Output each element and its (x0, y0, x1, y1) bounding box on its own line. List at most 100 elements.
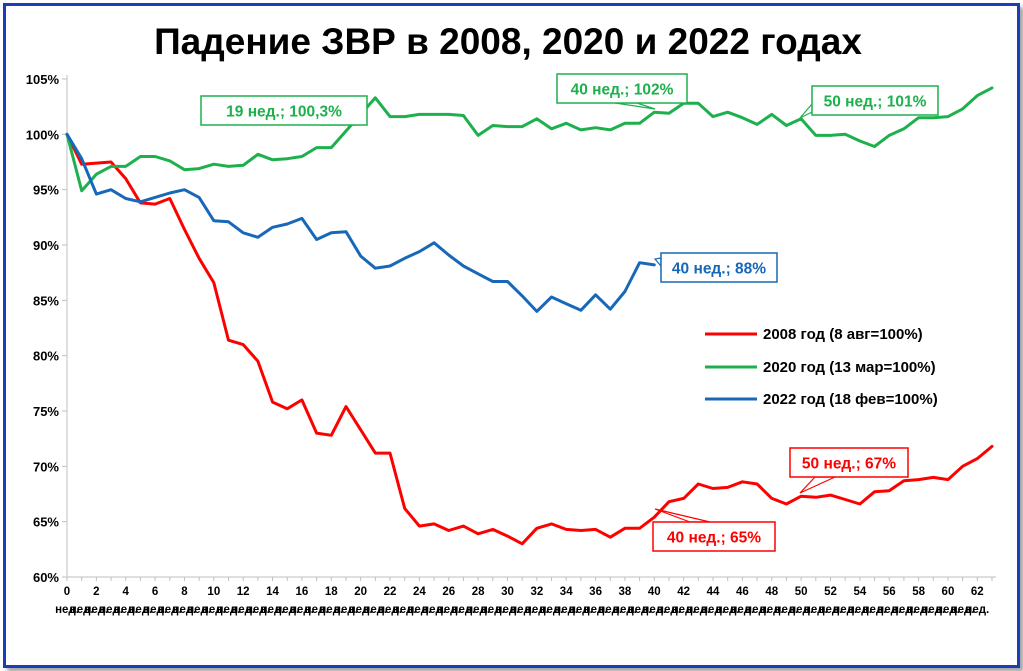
x-unit-label: нед. (892, 604, 916, 616)
x-unit-label: нед. (730, 604, 754, 616)
annotation-callout: 19 нед.; 100,3% (200, 95, 368, 126)
x-unit-label: нед. (114, 604, 138, 616)
x-unit-label: нед. (716, 604, 740, 616)
annotation-pointer (614, 102, 656, 110)
series-lines (65, 86, 994, 546)
x-unit-label: нед. (510, 604, 534, 616)
annotation-label: 40 нед.; 88% (672, 261, 766, 278)
annotation-box (660, 252, 778, 283)
x-unit-label: нед. (525, 604, 549, 616)
x-unit-label: нед. (290, 604, 314, 616)
x-tick-label: 6 (152, 586, 158, 598)
x-unit-label: нед. (481, 604, 505, 616)
legend: 2008 год (8 авг=100%) 2020 год (13 мар=10… (705, 326, 938, 408)
x-unit-label: нед. (672, 604, 696, 616)
annotation-callout: 50 нед.; 101% (799, 85, 939, 119)
series-line-2 (65, 132, 656, 313)
x-unit-label: нед. (848, 604, 872, 616)
x-tick-label: 44 (707, 586, 720, 598)
x-tick-label: 58 (912, 586, 925, 598)
x-unit-label: нед. (246, 604, 270, 616)
x-tick-label: 4 (123, 586, 130, 598)
x-unit-label: нед. (936, 604, 960, 616)
y-tick-label: 90% (33, 238, 59, 253)
y-tick-label: 100% (26, 127, 60, 142)
x-tick-label: 26 (442, 586, 455, 598)
x-unit-label: нед. (598, 604, 622, 616)
x-unit-label: нед. (804, 604, 828, 616)
x-unit-label: нед. (951, 604, 975, 616)
x-unit-label: нед. (305, 604, 329, 616)
annotation-callout: 40 нед.; 65% (652, 508, 776, 552)
x-unit-label: нед. (275, 604, 299, 616)
annotation-label: 19 нед.; 100,3% (226, 104, 342, 121)
annotation-label: 50 нед.; 101% (824, 94, 927, 111)
x-unit-label: нед. (569, 604, 593, 616)
annotation-label: 50 нед.; 67% (802, 456, 896, 473)
annotation-callout: 50 нед.; 67% (789, 447, 909, 494)
annotations: 19 нед.; 100,3% 40 нед.; 102% 50 нед.; 101… (200, 73, 939, 552)
x-tick-label: 42 (677, 586, 690, 598)
x-unit-label: нед. (584, 604, 608, 616)
y-tick-label: 105% (26, 72, 60, 87)
x-unit-label: нед. (84, 604, 108, 616)
x-tick-label: 20 (354, 586, 367, 598)
x-unit-label: нед. (863, 604, 887, 616)
x-unit-label: нед. (540, 604, 564, 616)
x-tick-label: 32 (530, 586, 543, 598)
x-unit-label: нед. (393, 604, 417, 616)
x-unit-label: нед. (554, 604, 578, 616)
x-unit-label: нед. (128, 604, 152, 616)
x-unit-label: нед. (319, 604, 343, 616)
x-tick-label: 30 (501, 586, 514, 598)
y-tick-label: 65% (33, 515, 59, 530)
x-unit-label: нед. (422, 604, 446, 616)
x-unit-label: нед. (789, 604, 813, 616)
x-unit-label: нед. (173, 604, 197, 616)
x-tick-label: 18 (325, 586, 338, 598)
x-unit-label: нед. (99, 604, 123, 616)
x-unit-label: нед. (158, 604, 182, 616)
annotation-box (811, 85, 939, 116)
annotation-box (200, 95, 368, 126)
x-tick-label: 46 (736, 586, 749, 598)
x-unit-label: нед. (217, 604, 241, 616)
x-tick-label: 48 (765, 586, 778, 598)
x-tick-label: 0 (64, 586, 70, 598)
x-tick-label: 12 (237, 586, 250, 598)
x-unit-label: нед. (760, 604, 784, 616)
legend-label-0: 2008 год (8 авг=100%) (763, 326, 923, 343)
x-unit-label: нед. (833, 604, 857, 616)
x-unit-label: нед. (877, 604, 901, 616)
x-unit-label: нед. (334, 604, 358, 616)
x-tick-label: 10 (207, 586, 220, 598)
axes: 105%100%95%90%85%80%75%70%65%60%0 2 4 6 8 10 1… (26, 72, 996, 616)
x-tick-label: 2 (93, 586, 99, 598)
annotation-box (556, 73, 688, 104)
x-unit-label: нед. (202, 604, 226, 616)
x-unit-label: нед. (407, 604, 431, 616)
y-tick-label: 85% (33, 293, 59, 308)
y-tick-label: 80% (33, 349, 59, 364)
x-unit-label: нед. (657, 604, 681, 616)
chart-title: Падение ЗВР в 2008, 2020 и 2022 годах (154, 21, 862, 62)
legend-label-2: 2022 год (18 фев=100%) (763, 391, 938, 408)
x-unit-label: нед. (642, 604, 666, 616)
x-unit-label: нед. (349, 604, 373, 616)
x-unit-label: нед. (261, 604, 285, 616)
x-tick-label: 60 (942, 586, 955, 598)
annotation-pointer (653, 257, 662, 268)
x-tick-label: 50 (795, 586, 808, 598)
x-unit-label: нед. (496, 604, 520, 616)
series-line-0 (65, 132, 994, 546)
x-tick-label: 54 (853, 586, 866, 598)
x-tick-label: 24 (413, 586, 426, 598)
legend-label-1: 2020 год (13 мар=100%) (763, 359, 936, 376)
x-unit-label: нед. (452, 604, 476, 616)
y-tick-label: 75% (33, 404, 59, 419)
x-unit-label: нед. (55, 604, 79, 616)
x-unit-label: нед. (613, 604, 637, 616)
x-unit-label: нед. (701, 604, 725, 616)
x-unit-label: нед. (143, 604, 167, 616)
